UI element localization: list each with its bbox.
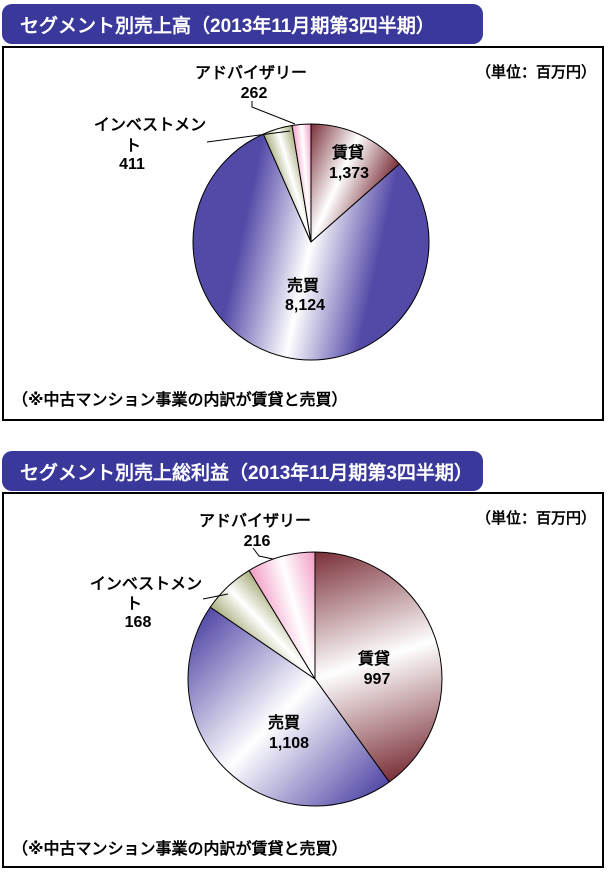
chart1-pie-svg: アドバイザリー 262 インベストメン ト 411 賃貸 1,373 売買 8,… <box>94 64 430 361</box>
chart1-frame: （単位：百万円） アドバイザリー 262 インベストメン ト 411 賃貸 1,… <box>2 46 604 421</box>
chart1-advisory-label: アドバイザリー <box>195 64 307 82</box>
chart1-trading-value: 8,124 <box>285 297 325 314</box>
chart2-pie-slices <box>187 551 443 807</box>
chart1-title-bar: セグメント別売上高（2013年11月期第3四半期） <box>2 4 483 44</box>
chart1-advisory-leader-line <box>251 101 296 125</box>
chart2-rental-value: 997 <box>364 671 391 688</box>
chart1-rental-label: 賃貸 <box>331 143 364 162</box>
pie-slice-売買 <box>187 606 390 807</box>
chart2-title: セグメント別売上総利益（2013年11月期第3四半期） <box>20 462 473 484</box>
chart2-investment-label-line1: インベストメン <box>90 576 202 593</box>
chart2-investment-value: 168 <box>125 614 152 631</box>
chart2-pie-svg: アドバイザリー 216 インベストメン ト 168 賃貸 997 売買 1,10… <box>90 512 443 807</box>
chart2-investment-leader-line <box>202 593 229 600</box>
chart2-trading-value: 1,108 <box>269 735 309 752</box>
chart2-investment-label-line2: ト <box>126 596 142 613</box>
chart2-advisory-label: アドバイザリー <box>199 512 311 530</box>
chart2-frame: （単位：百万円） アドバイザリー 216 インベストメン ト 168 賃貸 99… <box>2 492 604 868</box>
chart1-pie-slices <box>192 123 430 361</box>
chart1-investment-label-line2: ト <box>125 138 141 155</box>
chart2-advisory-value: 216 <box>244 533 271 550</box>
chart2-rental-label: 賃貸 <box>357 649 390 668</box>
pie-slice-アドバイザリー <box>248 551 316 680</box>
chart1-investment-value: 411 <box>119 156 145 173</box>
chart2-unit-label: （単位：百万円） <box>475 510 596 527</box>
chart2-trading-label: 売買 <box>268 713 300 732</box>
pie-slice-売買 <box>192 133 430 361</box>
chart1-title: セグメント別売上高（2013年11月期第3四半期） <box>20 15 435 37</box>
chart1-advisory-value: 262 <box>241 85 268 102</box>
chart1-investment-leader-line <box>206 130 291 143</box>
pie-slice-アドバイザリー <box>291 123 312 243</box>
chart2-title-bar: セグメント別売上総利益（2013年11月期第3四半期） <box>2 451 483 491</box>
chart1-investment-label-line1: インベストメン <box>94 117 206 134</box>
chart1-note: （※中古マンション事業の内訳が賃貸と売買） <box>12 392 348 409</box>
chart1-unit-label: （単位：百万円） <box>475 64 596 81</box>
chart1-rental-value: 1,373 <box>329 165 369 182</box>
pie-slice-賃貸 <box>310 123 401 243</box>
chart2-note: （※中古マンション事業の内訳が賃貸と売買） <box>12 841 348 858</box>
chart2-advisory-leader-line <box>252 547 274 560</box>
pie-slice-賃貸 <box>314 551 443 783</box>
chart1-trading-label: 売買 <box>287 276 319 295</box>
